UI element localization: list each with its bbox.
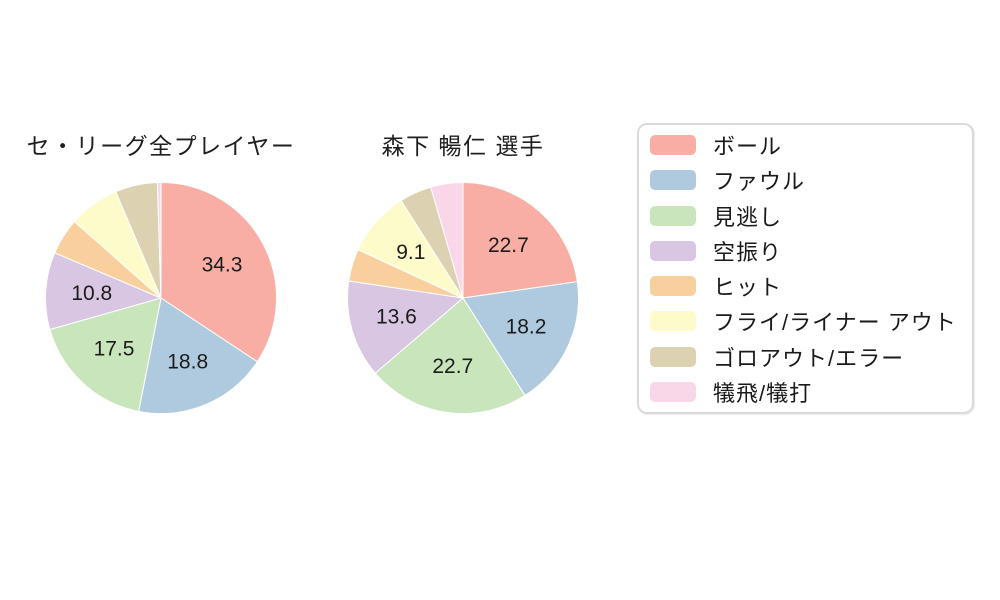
pie1-slice-0	[462, 181, 578, 299]
pie1-slice-3	[346, 280, 465, 374]
pie-chart-1: 22.7 18.2 22.7 13.6 9.1	[346, 181, 579, 414]
legend-item-2: 見逃し	[639, 199, 972, 233]
pie1-slice-1-value-label: 18.2	[506, 316, 547, 339]
pie0-slice-3-value-label: 10.8	[71, 282, 112, 305]
pie1-slice-2-value-label: 22.7	[432, 355, 473, 378]
legend-item-6: ゴロアウト/エラー	[639, 340, 972, 374]
legend-item-label-3: 空振り	[713, 239, 783, 265]
legend-swatch-5	[650, 311, 696, 332]
legend-item-4: ヒット	[639, 269, 972, 303]
pie0-slice-7	[156, 181, 162, 299]
legend-item-label-6: ゴロアウト/エラー	[713, 345, 905, 371]
legend: ボールファウル見逃し空振りヒットフライ/ライナー アウト ゴロアウト/エラー 犠飛/…	[637, 123, 974, 414]
legend-item-3: 空振り	[639, 234, 972, 268]
legend-swatch-7	[650, 381, 696, 402]
legend-item-label-4: ヒット	[713, 275, 783, 301]
pie-chart-0: 34.3 18.8 17.5 10.8	[45, 181, 277, 414]
pie0-slice-1	[138, 297, 259, 414]
pie1-slice-5-value-label: 9.1	[396, 241, 425, 264]
legend-item-label-5: フライ/ライナー アウト	[713, 310, 957, 336]
pie0-slice-3	[45, 252, 163, 331]
pie0-slice-2	[49, 297, 162, 412]
legend-swatch-6	[650, 346, 696, 367]
pie1-slice-1	[462, 281, 579, 397]
legend-item-7: 犠飛/犠打	[639, 375, 972, 409]
pie-title-left: セ・リーグ全プレイヤー	[26, 133, 296, 159]
legend-item-5: フライ/ライナー アウト	[639, 304, 972, 338]
legend-item-label-0: ボール	[713, 134, 783, 160]
pie0-slice-1-value-label: 18.8	[167, 350, 208, 373]
legend-swatch-1	[650, 170, 696, 191]
pie-title-right: 森下 暢仁 選手	[381, 133, 545, 159]
pie0-slice-0-value-label: 34.3	[202, 254, 243, 277]
pie1-slice-3-value-label: 13.6	[376, 306, 417, 329]
legend-item-label-7: 犠飛/犠打	[713, 380, 813, 406]
legend-swatch-3	[650, 240, 696, 261]
pie1-slice-2	[374, 297, 526, 414]
legend-item-1: ファウル	[639, 163, 972, 197]
legend-item-0: ボール	[639, 128, 972, 162]
legend-swatch-2	[650, 205, 696, 226]
legend-item-label-1: ファウル	[713, 169, 806, 195]
legend-swatch-0	[650, 135, 696, 156]
legend-item-label-2: 見逃し	[713, 204, 783, 230]
legend-swatch-4	[650, 276, 696, 297]
pie0-slice-2-value-label: 17.5	[94, 338, 135, 361]
pie1-slice-0-value-label: 22.7	[488, 234, 529, 257]
pie1-slice-7	[430, 181, 464, 299]
